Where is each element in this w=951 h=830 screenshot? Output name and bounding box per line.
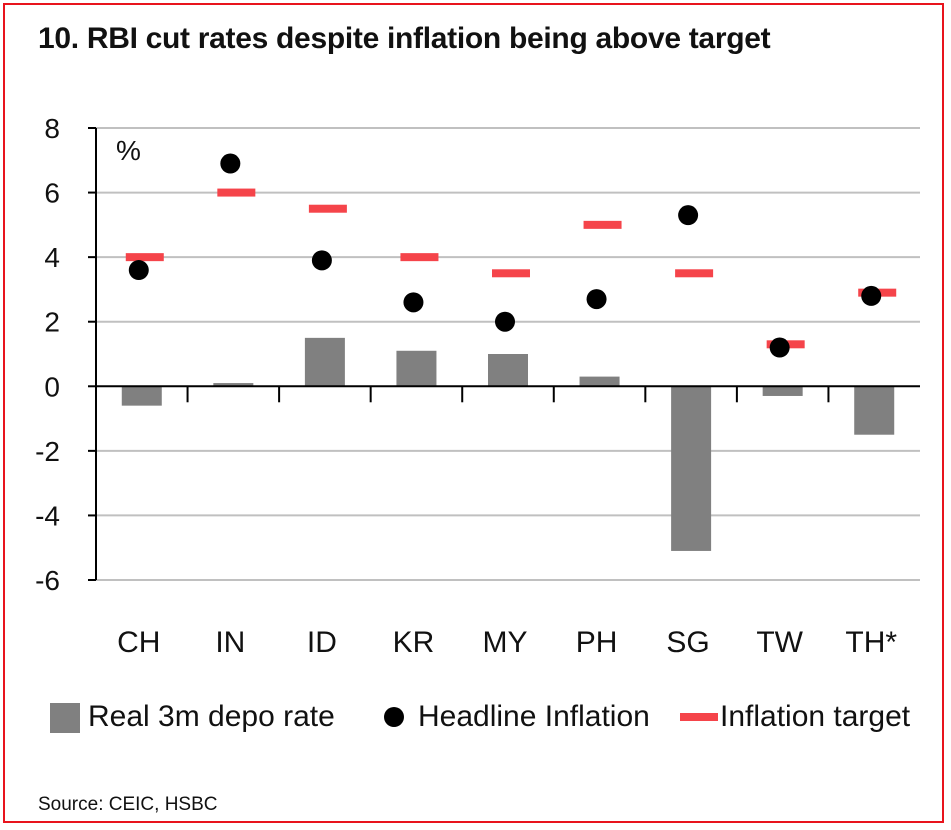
x-category-label: IN (215, 626, 245, 659)
bar-real-depo-rate (671, 386, 712, 551)
x-category-label: PH (576, 626, 618, 659)
y-tick-label: -6 (35, 565, 60, 596)
legend-label-real-depo-rate: Real 3m depo rate (88, 700, 335, 733)
x-category-label: TH* (845, 626, 897, 659)
marker-headline-inflation (678, 205, 699, 226)
x-category-label: MY (483, 626, 528, 659)
chart-frame (3, 3, 944, 823)
legend-label-headline-inflation: Headline Inflation (418, 700, 650, 733)
marker-inflation-target (308, 204, 347, 213)
x-category-label: ID (307, 626, 337, 659)
source-note: Source: CEIC, HSBC (38, 794, 218, 815)
marker-inflation-target (217, 188, 256, 197)
marker-headline-inflation (586, 289, 607, 310)
bar-real-depo-rate (854, 386, 895, 435)
chart-svg: 8 6 4 2 0 -2 -4 -6% CH IN ID KR MY PH SG TW TH* Real 3m … (35, 113, 920, 733)
bar-real-depo-rate (579, 376, 620, 387)
marker-headline-inflation (128, 260, 149, 281)
marker-headline-inflation (220, 153, 241, 174)
marker-inflation-target (125, 253, 164, 262)
bar-real-depo-rate (121, 386, 162, 406)
y-tick-label: 0 (44, 371, 60, 402)
marker-headline-inflation (769, 337, 790, 358)
legend-swatch-headline-inflation (384, 707, 404, 727)
x-category-label: KR (393, 626, 435, 659)
marker-inflation-target (400, 253, 439, 262)
bar-real-depo-rate (304, 337, 345, 387)
bar-real-depo-rate (213, 383, 254, 387)
x-category-label: TW (756, 626, 803, 659)
marker-headline-inflation (861, 285, 882, 306)
marker-headline-inflation (495, 311, 515, 332)
y-tick-label: 6 (44, 178, 60, 209)
marker-inflation-target (492, 269, 530, 278)
marker-headline-inflation (403, 292, 424, 313)
y-tick-label: 2 (44, 307, 60, 338)
legend-label-inflation-target: Inflation target (720, 700, 911, 733)
chart-title: 10. RBI cut rates despite inflation bein… (38, 22, 771, 55)
marker-inflation-target (675, 269, 714, 278)
marker-headline-inflation (311, 250, 332, 271)
marker-inflation-target (583, 220, 622, 229)
y-tick-label: 8 (44, 113, 60, 144)
x-category-label: CH (117, 626, 160, 659)
unit-label: % (116, 135, 141, 166)
legend-swatch-inflation-target (680, 713, 718, 721)
legend-swatch-real-depo-rate (50, 703, 80, 733)
y-tick-label: 4 (44, 242, 60, 273)
y-tick-label: -2 (35, 436, 60, 467)
x-category-label: SG (666, 626, 709, 659)
bar-real-depo-rate (762, 386, 803, 396)
bar-real-depo-rate (396, 350, 437, 387)
bar-real-depo-rate (488, 354, 528, 387)
y-tick-label: -4 (35, 500, 60, 531)
